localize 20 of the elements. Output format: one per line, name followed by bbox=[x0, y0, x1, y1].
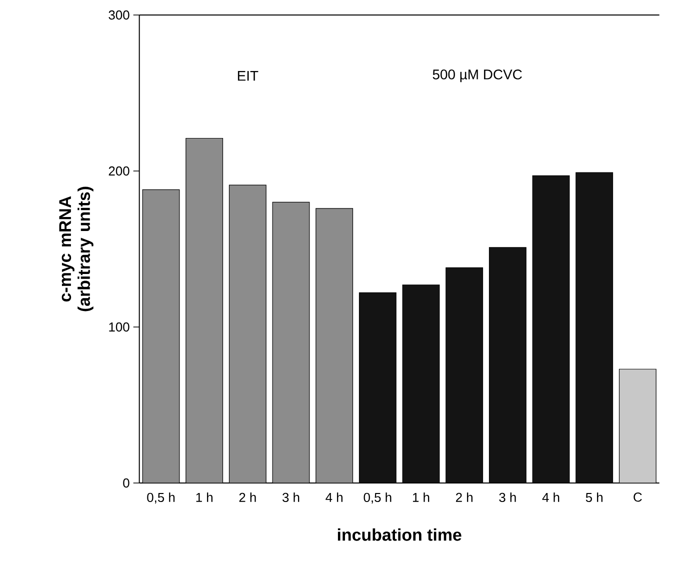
x-tick-label: 3 h bbox=[499, 492, 516, 502]
x-tick-label: 1 h bbox=[196, 492, 212, 502]
y-tick-label: 300 bbox=[108, 10, 130, 20]
x-tick-label: 4 h bbox=[326, 492, 342, 502]
x-tick-label: 4 h bbox=[542, 492, 560, 502]
x-tick-label: 2 h bbox=[456, 492, 472, 502]
x-tick-label: 1 h bbox=[412, 492, 430, 502]
annotation: 500 µM DCVC bbox=[432, 70, 522, 82]
x-tick-label: 0,5 h bbox=[147, 492, 175, 504]
y-tick-label: 100 bbox=[109, 322, 130, 332]
x-tick-label: C bbox=[634, 492, 642, 502]
y-tick-label: 0 bbox=[123, 478, 130, 488]
x-tick-label: 2 h bbox=[239, 492, 256, 502]
x-tick-label: 0,5 h bbox=[364, 492, 392, 504]
y-axis-title: c-myc mRNA (arbitrary units) bbox=[59, 186, 94, 312]
annotation: EIT bbox=[238, 71, 258, 81]
y-tick-label: 200 bbox=[108, 166, 130, 176]
x-tick-label: 3 h bbox=[282, 492, 300, 502]
x-axis-title: incubation time bbox=[338, 528, 462, 541]
x-tick-label: 5 h bbox=[586, 492, 602, 502]
